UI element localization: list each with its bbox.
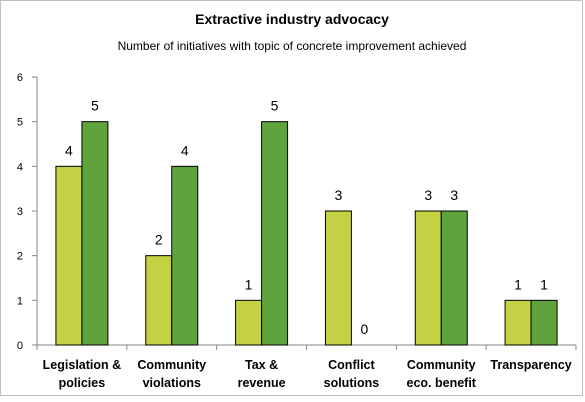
chart-subtitle: Number of initiatives with topic of conc… (118, 39, 467, 53)
bar-series-2 (440, 210, 468, 346)
x-category-label: solutions (324, 376, 380, 390)
data-label: 4 (181, 142, 189, 158)
bar-series-2 (81, 121, 109, 346)
data-label: 1 (540, 276, 548, 292)
data-label: 5 (91, 98, 99, 114)
y-tick-label: 3 (17, 206, 23, 218)
x-category-label: Transparency (490, 358, 571, 372)
y-tick-label: 1 (17, 295, 23, 307)
data-label: 1 (514, 276, 522, 292)
bar-series-1 (504, 299, 532, 346)
x-axis: Legislation & policies Community violations… (36, 344, 577, 390)
bar-series-1 (145, 255, 173, 346)
y-tick-label: 0 (17, 340, 23, 352)
data-label: 0 (361, 321, 369, 337)
bar-series-1 (324, 210, 352, 346)
x-category-label: Community (137, 358, 206, 372)
y-axis: 0 1 2 3 4 5 6 (17, 72, 38, 352)
y-tick-label: 5 (17, 117, 23, 129)
x-category-label: eco. benefit (407, 376, 477, 390)
data-labels: 4 5 2 4 1 5 3 0 3 3 1 1 (65, 98, 548, 337)
x-category-label: violations (143, 376, 201, 390)
data-label: 3 (424, 187, 432, 203)
y-tick-label: 6 (17, 72, 23, 84)
bar-series-2 (530, 299, 558, 346)
bar-series-2 (171, 165, 199, 346)
bars (55, 121, 558, 346)
x-category-label: Conflict (328, 358, 375, 372)
bar-series-1 (414, 210, 442, 346)
x-category-label: Legislation & (43, 358, 121, 372)
data-label: 3 (450, 187, 458, 203)
data-label: 3 (335, 187, 343, 203)
x-category-label: Tax & (245, 358, 278, 372)
y-tick-label: 2 (17, 251, 23, 263)
x-category-label: policies (59, 376, 106, 390)
data-label: 1 (245, 276, 253, 292)
x-category-label: Community (407, 358, 476, 372)
bar-series-1 (55, 165, 83, 346)
x-category-label: revenue (238, 376, 286, 390)
bar-series-1 (235, 299, 263, 346)
y-tick-label: 4 (17, 161, 23, 173)
chart-title: Extractive industry advocacy (195, 11, 389, 27)
data-label: 2 (155, 232, 163, 248)
data-label: 4 (65, 142, 73, 158)
data-label: 5 (271, 98, 279, 114)
bar-series-2 (261, 121, 289, 346)
